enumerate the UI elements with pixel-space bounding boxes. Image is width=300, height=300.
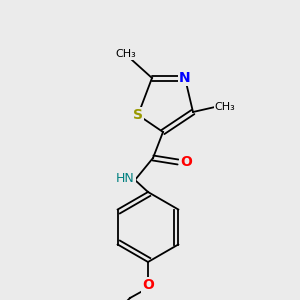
Text: CH₃: CH₃ [214, 102, 236, 112]
Text: CH₃: CH₃ [116, 49, 136, 59]
Text: N: N [179, 71, 191, 85]
Text: O: O [180, 155, 192, 169]
Text: HN: HN [116, 172, 134, 184]
Text: O: O [142, 278, 154, 292]
Text: S: S [133, 108, 143, 122]
